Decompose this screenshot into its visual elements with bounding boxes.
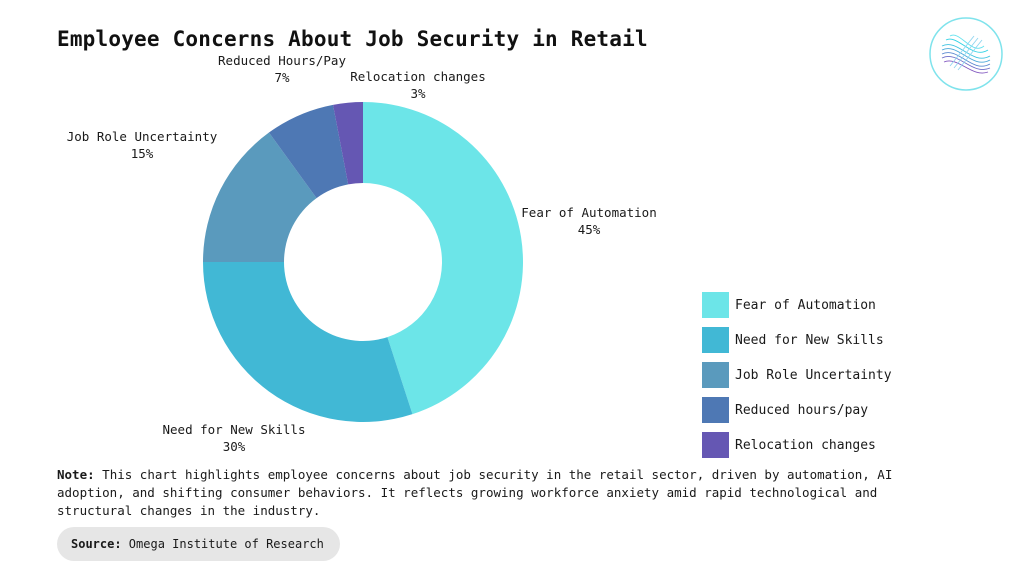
slice-need-for-new-skills: [203, 262, 413, 422]
slice-label-fear-of-automation: Fear of Automation: [521, 205, 656, 220]
legend-swatch: [702, 397, 729, 423]
legend-swatch: [702, 292, 729, 318]
slice-fear-of-automation: [363, 102, 523, 415]
legend-label: Need for New Skills: [735, 332, 884, 348]
slice-value-fear-of-automation: 45%: [578, 222, 601, 237]
slice-job-role-uncertainty: [203, 132, 317, 262]
legend-item-relocation-changes: Relocation changes: [702, 432, 892, 458]
slice-reduced-hours-pay: [268, 104, 349, 199]
legend: Fear of Automation Need for New Skills J…: [702, 292, 892, 467]
slice-label-reduced-hours-pay: Reduced Hours/Pay: [218, 53, 346, 68]
note-label: Note:: [57, 467, 95, 482]
slice-value-job-role-uncertainty: 15%: [131, 146, 154, 161]
source-badge: Source: Omega Institute of Research: [57, 527, 340, 561]
slice-label-need-for-new-skills: Need for New Skills: [163, 422, 306, 437]
legend-item-reduced-hours-pay: Reduced hours/pay: [702, 397, 892, 423]
source-label: Source:: [71, 537, 122, 551]
slice-value-need-for-new-skills: 30%: [223, 439, 246, 454]
slice-relocation-changes: [333, 102, 363, 185]
slice-label-relocation-changes: Relocation changes: [350, 69, 485, 84]
legend-swatch: [702, 432, 729, 458]
legend-label: Relocation changes: [735, 437, 876, 453]
legend-swatch: [702, 327, 729, 353]
legend-swatch: [702, 362, 729, 388]
source-text: Omega Institute of Research: [121, 537, 324, 551]
chart-note: Note: This chart highlights employee con…: [57, 466, 957, 520]
chart-title: Employee Concerns About Job Security in …: [57, 27, 648, 51]
legend-label: Reduced hours/pay: [735, 402, 869, 418]
slice-value-relocation-changes: 3%: [410, 86, 426, 101]
legend-label: Fear of Automation: [735, 297, 876, 313]
legend-item-fear-of-automation: Fear of Automation: [702, 292, 892, 318]
slice-value-reduced-hours-pay: 7%: [274, 70, 290, 85]
legend-item-job-role-uncertainty: Job Role Uncertainty: [702, 362, 892, 388]
logo-icon: [929, 17, 1003, 91]
note-text: This chart highlights employee concerns …: [57, 467, 893, 518]
legend-item-need-for-new-skills: Need for New Skills: [702, 327, 892, 353]
legend-label: Job Role Uncertainty: [735, 367, 892, 383]
slice-label-job-role-uncertainty: Job Role Uncertainty: [67, 129, 218, 144]
